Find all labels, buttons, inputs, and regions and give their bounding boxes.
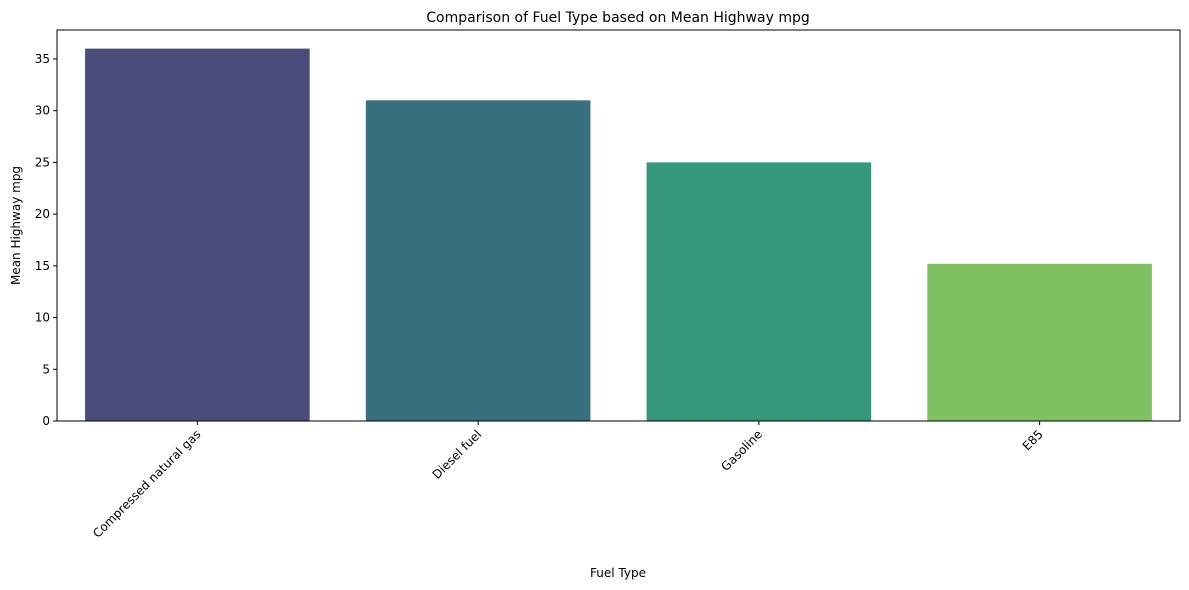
x-axis-label: Fuel Type	[590, 566, 646, 580]
bar-e85	[927, 263, 1152, 421]
bar-gasoline	[646, 162, 872, 422]
y-tick-label: 25	[35, 155, 50, 169]
y-tick-label: 35	[35, 52, 50, 66]
bar-diesel-fuel	[365, 100, 591, 421]
plot-area-frame	[56, 29, 1181, 422]
y-tick-label: 5	[42, 362, 50, 376]
x-axis: Compressed natural gas Diesel fuel Gasolin…	[90, 421, 1046, 541]
y-tick-label: 10	[35, 311, 50, 325]
bar-compressed-natural-gas	[85, 48, 310, 421]
x-tick-label: Diesel fuel	[430, 427, 485, 482]
x-tick-label: Gasoline	[718, 427, 765, 474]
y-tick-label: 30	[35, 104, 50, 118]
y-axis: 0 5 10 15 20 25 30 35	[35, 52, 57, 428]
x-tick-label: Compressed natural gas	[90, 427, 203, 540]
y-tick-label: 0	[42, 414, 50, 428]
chart-title: Comparison of Fuel Type based on Mean Hi…	[426, 10, 809, 26]
y-tick-label: 15	[35, 259, 50, 273]
y-tick-label: 20	[35, 207, 50, 221]
y-axis-label: Mean Highway mpg	[9, 166, 23, 285]
x-tick-label: E85	[1020, 427, 1046, 453]
bars-group	[85, 48, 1152, 422]
